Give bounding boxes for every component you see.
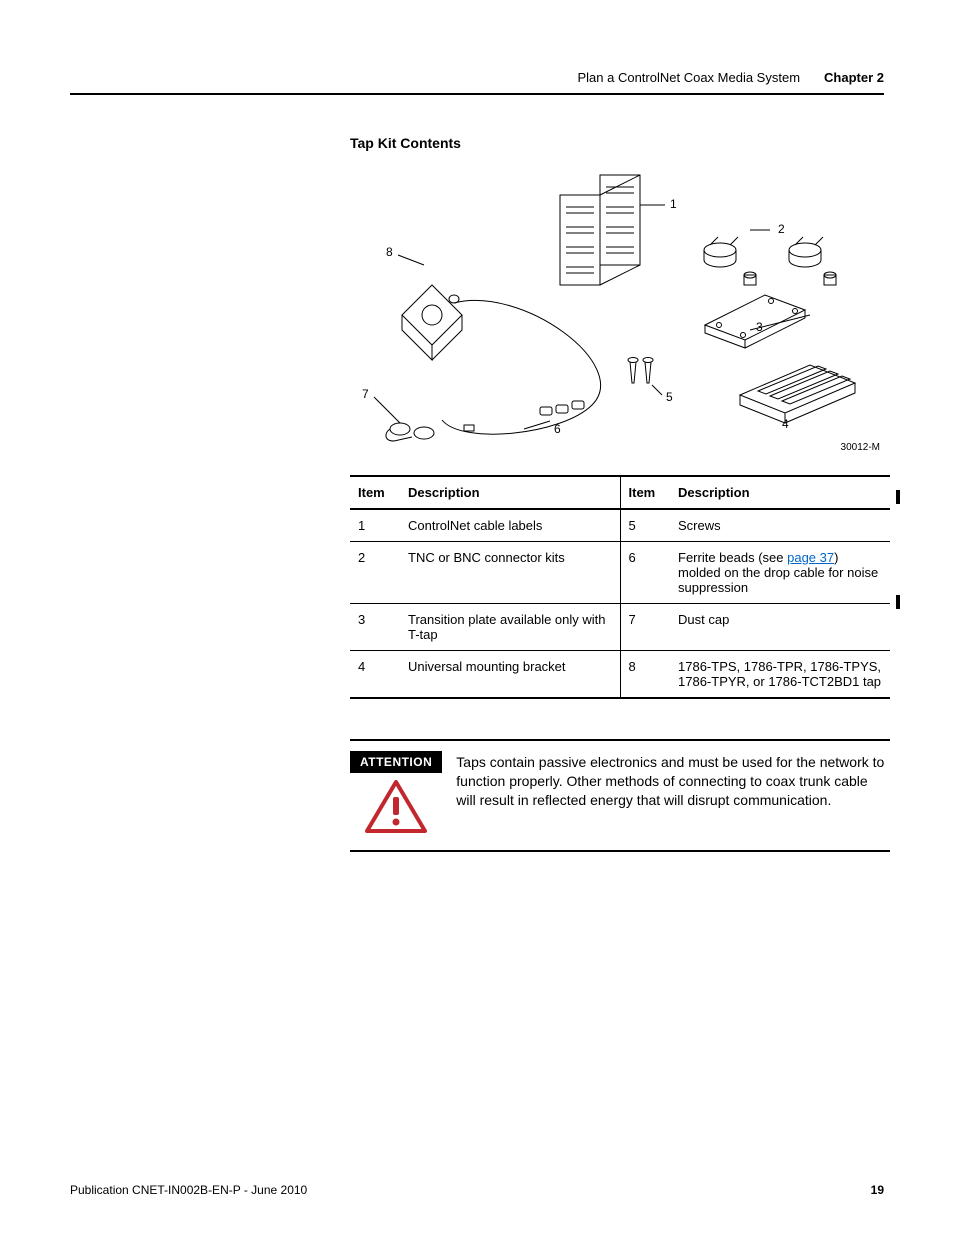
cell-item: 1 xyxy=(350,509,400,542)
page-37-link[interactable]: page 37 xyxy=(787,550,834,565)
cell-item: 6 xyxy=(620,542,670,604)
callout-1: 1 xyxy=(670,197,677,211)
cell-desc: Ferrite beads (see page 37) molded on th… xyxy=(670,542,890,604)
th-item-b: Item xyxy=(620,476,670,509)
page-number: 19 xyxy=(871,1183,884,1197)
cell-desc: ControlNet cable labels xyxy=(400,509,620,542)
tap-kit-figure: 1 2 3 4 5 6 7 8 30012-M xyxy=(350,165,890,455)
attention-left: ATTENTION xyxy=(350,751,442,840)
figure-ref: 30012-M xyxy=(841,442,880,453)
callout-4: 4 xyxy=(782,417,789,431)
cell-item: 3 xyxy=(350,604,400,651)
table-row: 4 Universal mounting bracket 8 1786-TPS,… xyxy=(350,651,890,699)
header-chapter: Chapter 2 xyxy=(824,70,884,85)
table-row: 1 ControlNet cable labels 5 Screws xyxy=(350,509,890,542)
section-title: Tap Kit Contents xyxy=(350,135,890,151)
publication-id: Publication CNET-IN002B-EN-P - June 2010 xyxy=(70,1183,307,1197)
cell-item: 5 xyxy=(620,509,670,542)
tap-kit-diagram-svg xyxy=(350,165,890,455)
attention-badge: ATTENTION xyxy=(350,751,442,773)
cell-desc: Screws xyxy=(670,509,890,542)
cell-item: 4 xyxy=(350,651,400,699)
attention-block: ATTENTION Taps contain passive electroni… xyxy=(350,739,890,852)
callout-7: 7 xyxy=(362,387,369,401)
cell-item: 7 xyxy=(620,604,670,651)
parts-table: Item Description Item Description 1 Cont… xyxy=(350,475,890,699)
cell-text: Ferrite beads (see xyxy=(678,550,787,565)
cell-desc: Dust cap xyxy=(670,604,890,651)
callout-3: 3 xyxy=(756,320,763,334)
th-item-a: Item xyxy=(350,476,400,509)
header-title: Plan a ControlNet Coax Media System xyxy=(577,70,800,85)
table-row: 2 TNC or BNC connector kits 6 Ferrite be… xyxy=(350,542,890,604)
cell-desc: Universal mounting bracket xyxy=(400,651,620,699)
cell-desc: Transition plate available only with T-t… xyxy=(400,604,620,651)
table-row: 3 Transition plate available only with T… xyxy=(350,604,890,651)
th-desc-b: Description xyxy=(670,476,890,509)
callout-6: 6 xyxy=(554,422,561,436)
cell-desc: 1786-TPS, 1786-TPR, 1786-TPYS, 1786-TPYR… xyxy=(670,651,890,699)
warning-icon xyxy=(364,779,428,840)
cell-desc: TNC or BNC connector kits xyxy=(400,542,620,604)
main-content: Tap Kit Contents xyxy=(350,135,890,852)
callout-2: 2 xyxy=(778,222,785,236)
change-bar xyxy=(896,595,900,609)
cell-item: 8 xyxy=(620,651,670,699)
page-header: Plan a ControlNet Coax Media System Chap… xyxy=(70,70,884,95)
change-bar xyxy=(896,490,900,504)
th-desc-a: Description xyxy=(400,476,620,509)
callout-8: 8 xyxy=(386,245,393,259)
callout-5: 5 xyxy=(666,390,673,404)
cell-item: 2 xyxy=(350,542,400,604)
attention-text: Taps contain passive electronics and mus… xyxy=(456,751,890,840)
page-footer: Publication CNET-IN002B-EN-P - June 2010… xyxy=(70,1183,884,1197)
table-header-row: Item Description Item Description xyxy=(350,476,890,509)
